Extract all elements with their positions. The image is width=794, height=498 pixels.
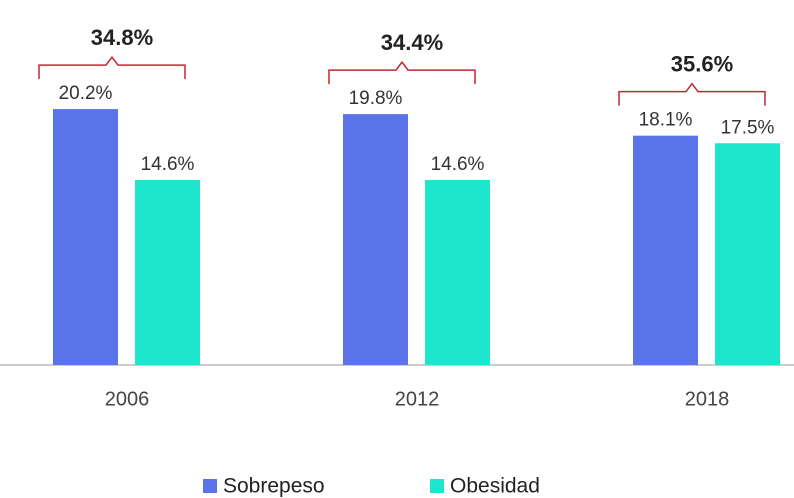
bar [425, 180, 490, 365]
legend-swatch [203, 479, 217, 493]
x-tick-label: 2012 [395, 388, 440, 410]
total-label: 34.8% [91, 25, 153, 50]
value-label: 17.5% [721, 117, 775, 138]
bar [135, 180, 200, 365]
bar [715, 143, 780, 365]
value-label: 20.2% [59, 83, 113, 104]
legend-label: Obesidad [450, 475, 540, 498]
bar [343, 114, 408, 365]
value-label: 19.8% [349, 88, 403, 109]
bracket [618, 82, 766, 106]
x-tick-label: 2018 [685, 388, 730, 410]
value-label: 14.6% [141, 154, 195, 175]
legend-label: Sobrepeso [223, 475, 325, 498]
bracket [38, 55, 186, 80]
value-label: 14.6% [431, 154, 485, 175]
value-label: 18.1% [639, 110, 693, 131]
bar [633, 135, 698, 365]
total-label: 34.4% [381, 30, 443, 55]
x-tick-label: 2006 [105, 388, 150, 410]
total-label: 35.6% [671, 51, 733, 76]
bar [53, 109, 118, 365]
bracket [328, 60, 476, 85]
legend-swatch [430, 479, 444, 493]
